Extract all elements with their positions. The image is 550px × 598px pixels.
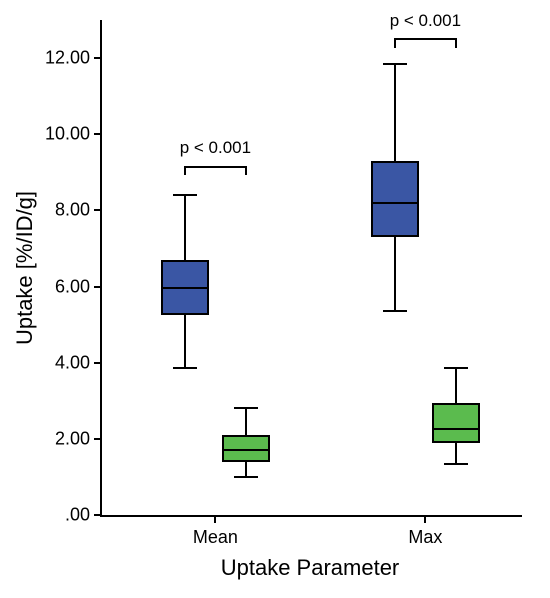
whisker — [455, 443, 457, 464]
y-tick-label: 12.00 — [45, 48, 102, 69]
whisker-cap — [234, 476, 258, 478]
y-tick-label: 8.00 — [55, 200, 102, 221]
whisker — [394, 237, 396, 311]
plot-area: .002.004.006.008.0010.0012.00MeanMaxp < … — [100, 20, 522, 517]
y-axis-label: Uptake [%/ID/g] — [12, 190, 38, 344]
y-tick-label: 2.00 — [55, 428, 102, 449]
whisker-cap — [173, 367, 197, 369]
significance-label: p < 0.001 — [180, 138, 251, 158]
significance-bar — [185, 166, 246, 168]
whisker-cap — [234, 407, 258, 409]
significance-bar — [395, 38, 456, 40]
whisker-cap — [383, 310, 407, 312]
significance-label: p < 0.001 — [390, 11, 461, 31]
y-tick-label: 10.00 — [45, 124, 102, 145]
x-axis-label: Uptake Parameter — [221, 555, 400, 581]
median-line — [222, 449, 270, 451]
whisker-cap — [173, 194, 197, 196]
significance-tick — [455, 38, 457, 48]
whisker — [245, 462, 247, 477]
y-tick-label: 6.00 — [55, 276, 102, 297]
x-tick-label: Max — [408, 515, 442, 548]
whisker — [394, 64, 396, 161]
boxplot-chart: .00 2.00 4.00 6.00 8.00 10.00 12.00 Mean Max p < … — [0, 0, 550, 598]
whisker — [184, 195, 186, 260]
whisker-cap — [444, 463, 468, 465]
significance-tick — [394, 38, 396, 48]
whisker — [245, 408, 247, 435]
median-line — [161, 287, 209, 289]
box — [371, 161, 419, 237]
x-tick-label: Mean — [193, 515, 238, 548]
median-line — [371, 202, 419, 204]
y-tick-label: .00 — [65, 505, 102, 526]
significance-tick — [184, 166, 186, 176]
box — [432, 403, 480, 443]
median-line — [432, 428, 480, 430]
whisker-cap — [383, 63, 407, 65]
y-tick-label: 4.00 — [55, 352, 102, 373]
whisker — [455, 368, 457, 402]
whisker — [184, 315, 186, 368]
significance-tick — [245, 166, 247, 176]
whisker-cap — [444, 367, 468, 369]
